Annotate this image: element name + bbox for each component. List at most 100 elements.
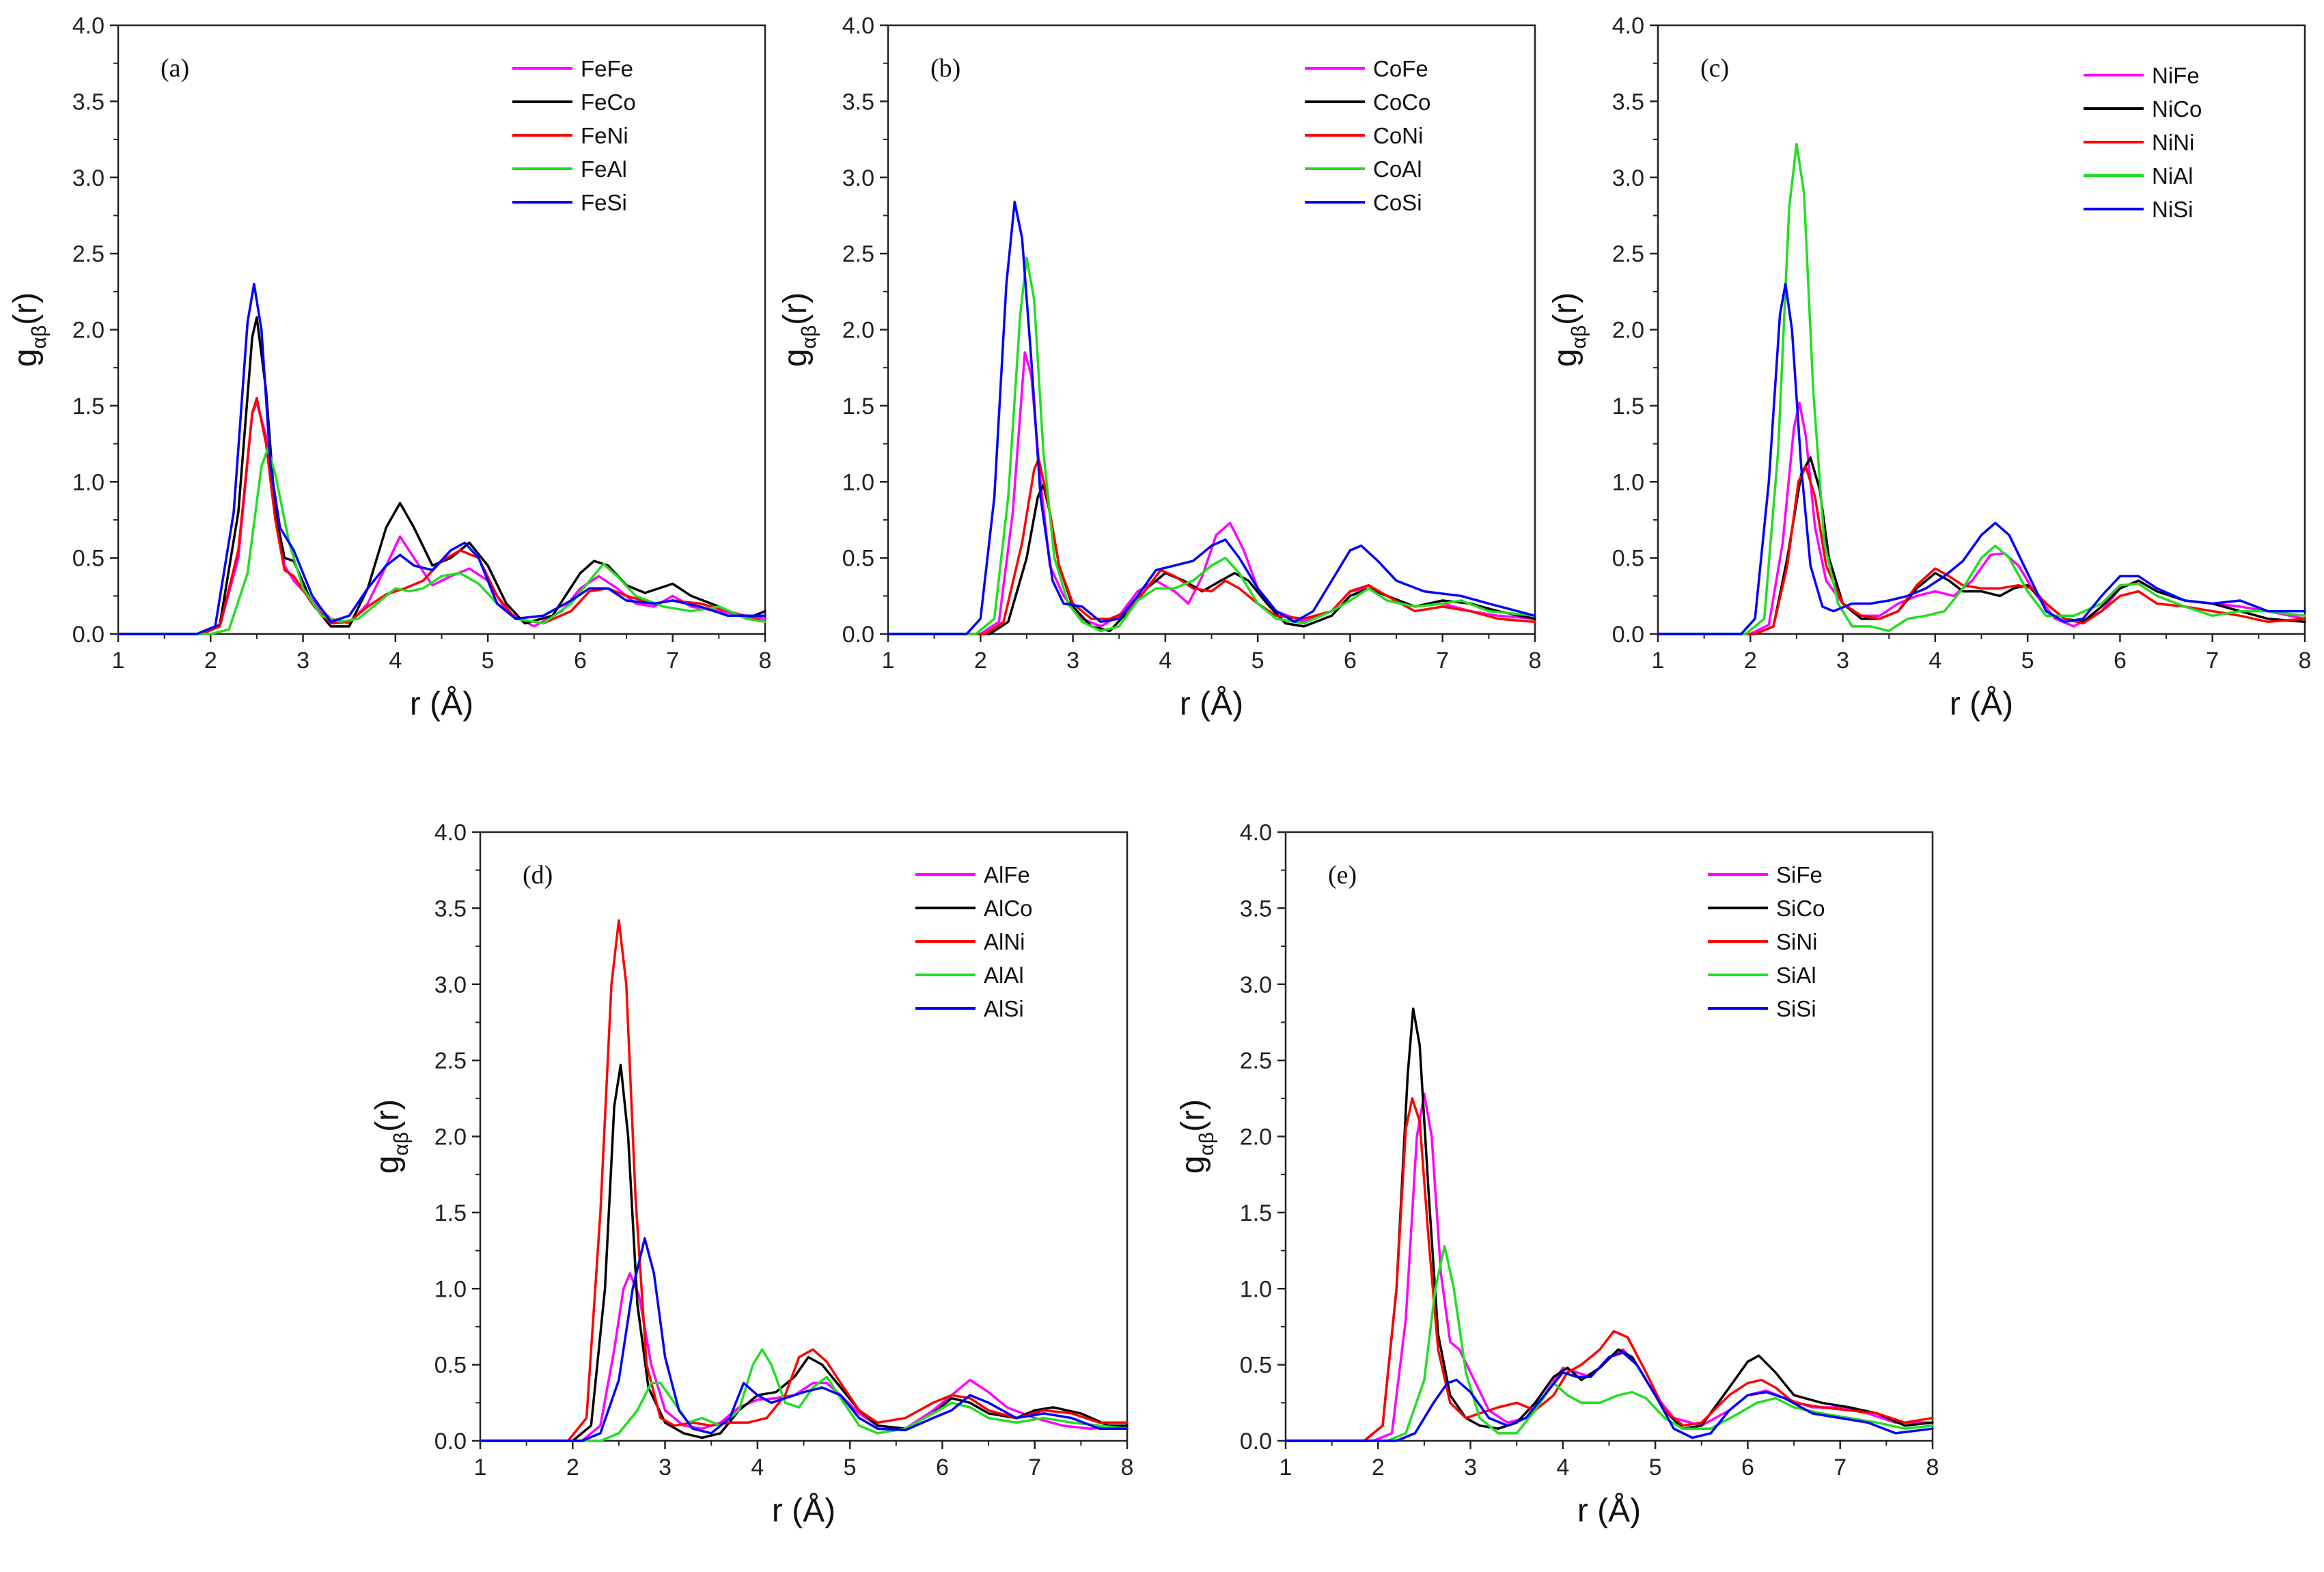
y-tick-label: 3.5 [1612, 89, 1644, 115]
y-tick-label: 2.0 [434, 1125, 467, 1150]
series-line-SiAl [1284, 1245, 1934, 1442]
legend-label-CoFe: CoFe [1373, 56, 1428, 81]
legend-label-CoSi: CoSi [1373, 190, 1422, 215]
legend-label-AlNi: AlNi [984, 929, 1025, 954]
y-axis-title: gαβ(r) [8, 292, 51, 367]
legend-label-NiFe: NiFe [2152, 63, 2200, 88]
y-tick-label: 4.0 [1240, 820, 1272, 846]
y-tick-label: 3.0 [1612, 165, 1644, 191]
y-tick-label: 0.5 [1612, 546, 1644, 572]
y-tick-label: 4.0 [1612, 13, 1644, 39]
y-tick-label: 4.0 [434, 820, 467, 846]
x-axis-title: r (Å) [772, 1493, 835, 1529]
x-tick-label: 3 [1066, 648, 1079, 674]
x-tick-label: 1 [112, 648, 125, 674]
panel-a: 1 2 3 4 5 6 7 8 0.0 0.5 1.0 1.5 2.0 2.5 3.0 3.5 4.0 r (Å)… [8, 13, 771, 722]
legend: FeFe FeCo FeNi FeAl FeSi [512, 56, 636, 215]
x-tick-label: 4 [751, 1454, 764, 1480]
y-axis-title: gαβ(r) [777, 292, 820, 367]
y-tick-label: 2.5 [842, 241, 874, 267]
x-tick-label: 1 [882, 648, 895, 674]
legend-label-AlFe: AlFe [984, 862, 1030, 887]
y-tick-label: 2.0 [842, 318, 874, 344]
x-tick-label: 6 [574, 648, 587, 674]
legend-label-NiCo: NiCo [2152, 96, 2202, 122]
x-tick-label: 2 [974, 648, 987, 674]
y-tick-label: 2.0 [72, 318, 105, 344]
plot-frame [117, 24, 766, 635]
y-tick-label: 4.0 [72, 13, 105, 39]
x-tick-label: 4 [1556, 1454, 1569, 1480]
x-tick-label: 4 [1928, 648, 1941, 674]
y-tick-label: 0.0 [1240, 1429, 1272, 1454]
series-line-FeFe [117, 401, 766, 635]
series-line-CoCo [887, 483, 1536, 635]
x-tick-label: 7 [1834, 1454, 1846, 1480]
series-line-NiSi [1657, 282, 2306, 635]
x-tick-label: 8 [1529, 648, 1542, 674]
x-tick-label: 2 [1744, 648, 1757, 674]
legend-label-NiAl: NiAl [2152, 163, 2194, 189]
x-tick-label: 3 [296, 648, 309, 674]
x-tick-label: 4 [1159, 648, 1172, 674]
x-tick-label: 5 [482, 648, 495, 674]
x-axis-title: r (Å) [1180, 686, 1243, 722]
legend-label-FeSi: FeSi [581, 190, 627, 215]
y-tick-label: 3.5 [842, 89, 874, 115]
x-tick-label: 7 [2206, 648, 2219, 674]
series-line-AlCo [479, 1064, 1129, 1442]
y-tick-label: 0.0 [72, 622, 105, 648]
y-axis-title: gαβ(r) [370, 1099, 413, 1174]
x-tick-label: 1 [1652, 648, 1665, 674]
series-line-NiAl [1657, 142, 2306, 635]
x-tick-label: 2 [1372, 1454, 1385, 1480]
y-tick-label: 3.0 [842, 165, 874, 191]
panel-c: 1 2 3 4 5 6 7 8 0.0 0.5 1.0 1.5 2.0 2.5 3.0 3.5 4.0 r (Å)… [1547, 13, 2311, 722]
x-tick-label: 7 [666, 648, 679, 674]
x-tick-label: 3 [1464, 1454, 1477, 1480]
y-tick-label: 1.0 [842, 469, 874, 495]
series-line-NiCo [1657, 456, 2306, 635]
legend: CoFe CoCo CoNi CoAl CoSi [1305, 56, 1430, 215]
legend-label-FeCo: FeCo [581, 89, 636, 115]
x-axis-title: r (Å) [1577, 1493, 1641, 1529]
legend-label-SiSi: SiSi [1776, 996, 1816, 1021]
x-tick-label: 2 [204, 648, 217, 674]
y-tick-label: 0.5 [842, 546, 874, 572]
y-tick-label: 3.5 [72, 89, 105, 115]
x-tick-label: 2 [566, 1454, 579, 1480]
series-line-AlSi [479, 1237, 1129, 1442]
series-line-CoAl [887, 257, 1536, 635]
x-tick-label: 4 [389, 648, 402, 674]
y-tick-label: 1.0 [1612, 469, 1644, 495]
series-line-FeNi [117, 396, 766, 635]
series-line-NiNi [1657, 465, 2306, 635]
series-line-FeSi [117, 282, 766, 635]
plot-frame [1284, 831, 1934, 1442]
series-line-SiNi [1284, 1097, 1934, 1442]
series-line-SiSi [1284, 1351, 1934, 1442]
y-tick-label: 2.5 [72, 241, 105, 267]
y-tick-label: 3.0 [72, 165, 105, 191]
y-tick-label: 2.5 [434, 1048, 467, 1074]
y-axis-title: gαβ(r) [1175, 1099, 1218, 1174]
x-tick-label: 6 [2114, 648, 2127, 674]
plot-frame [887, 24, 1536, 635]
x-tick-label: 6 [1741, 1454, 1754, 1480]
legend-label-NiSi: NiSi [2152, 197, 2194, 222]
legend-label-SiFe: SiFe [1776, 862, 1823, 887]
x-tick-label: 6 [936, 1454, 949, 1480]
x-tick-label: 7 [1028, 1454, 1041, 1480]
series-line-NiFe [1657, 401, 2306, 635]
y-tick-label: 0.0 [842, 622, 874, 648]
y-tick-label: 1.0 [72, 469, 105, 495]
x-axis-title: r (Å) [410, 686, 473, 722]
x-tick-label: 8 [759, 648, 772, 674]
legend-label-SiCo: SiCo [1776, 896, 1825, 921]
series-line-FeAl [117, 447, 766, 635]
x-tick-label: 7 [1436, 648, 1449, 674]
x-tick-label: 1 [1279, 1454, 1292, 1480]
series-line-SiCo [1284, 1007, 1934, 1442]
x-tick-label: 5 [1251, 648, 1264, 674]
y-tick-label: 1.5 [1612, 394, 1644, 419]
